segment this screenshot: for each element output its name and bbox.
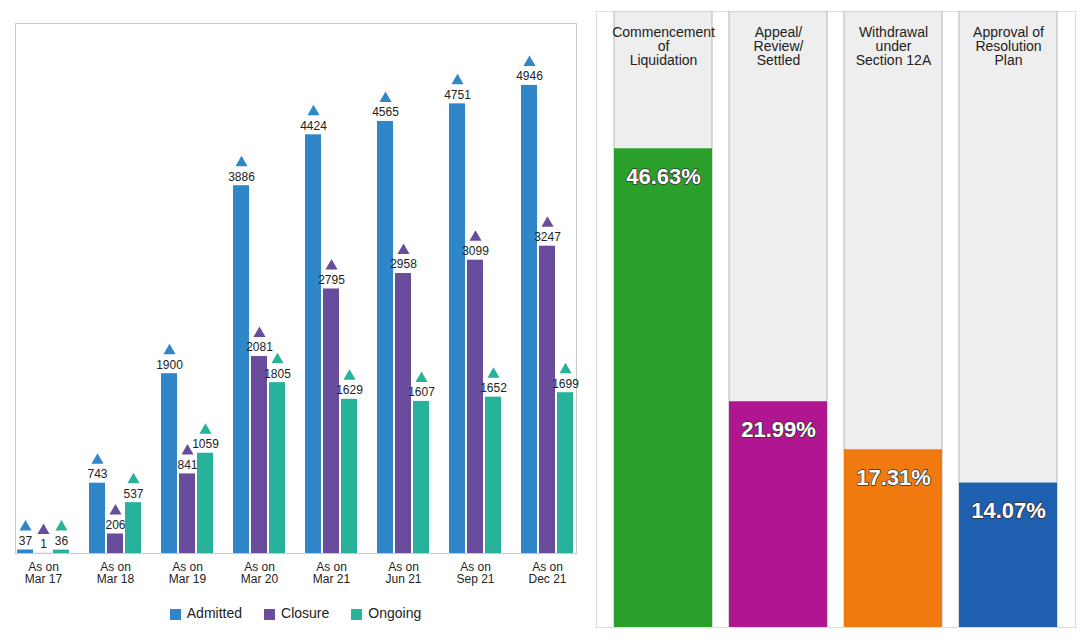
svg-text:1: 1 (40, 537, 47, 551)
svg-text:206: 206 (105, 518, 125, 532)
svg-text:As onMar 20: As onMar 20 (241, 560, 279, 586)
svg-text:46.63%: 46.63% (626, 164, 701, 189)
svg-text:3247: 3247 (534, 230, 561, 244)
svg-text:36: 36 (55, 534, 69, 548)
svg-text:CommencementofLiquidation: CommencementofLiquidation (612, 24, 715, 68)
svg-text:3886: 3886 (228, 170, 255, 184)
svg-text:4565: 4565 (372, 105, 399, 119)
svg-text:1629: 1629 (336, 383, 363, 397)
svg-text:743: 743 (87, 467, 107, 481)
svg-text:1607: 1607 (408, 385, 435, 399)
html-text:Closure: Closure (281, 605, 330, 621)
svg-text:17.31%: 17.31% (856, 465, 931, 490)
svg-text:As onMar 19: As onMar 19 (169, 560, 207, 586)
svg-text:As onMar 21: As onMar 21 (313, 560, 351, 586)
html-text:Admitted: Admitted (186, 605, 242, 621)
svg-text:21.99%: 21.99% (741, 417, 816, 442)
svg-text:As onJun 21: As onJun 21 (385, 560, 421, 586)
html-text:Ongoing: Ongoing (368, 605, 422, 621)
svg-text:2958: 2958 (390, 257, 417, 271)
svg-text:2081: 2081 (246, 340, 273, 354)
svg-text:37: 37 (19, 534, 33, 548)
svg-text:3099: 3099 (462, 244, 489, 258)
svg-text:14.07%: 14.07% (971, 498, 1046, 523)
svg-text:1699: 1699 (552, 377, 579, 391)
svg-text:As onSep 21: As onSep 21 (456, 560, 494, 586)
svg-text:4424: 4424 (300, 119, 327, 133)
svg-text:1805: 1805 (264, 367, 291, 381)
svg-text:Appeal/Review/Settled: Appeal/Review/Settled (754, 24, 804, 68)
svg-text:1059: 1059 (192, 437, 219, 451)
svg-text:As onDec 21: As onDec 21 (528, 560, 566, 586)
svg-text:As onMar 18: As onMar 18 (97, 560, 135, 586)
svg-text:Approval ofResolutionPlan: Approval ofResolutionPlan (973, 24, 1044, 68)
svg-text:1652: 1652 (480, 381, 507, 395)
svg-text:As onMar 17: As onMar 17 (25, 560, 63, 586)
svg-text:1900: 1900 (156, 358, 183, 372)
svg-text:841: 841 (177, 458, 197, 472)
svg-text:4946: 4946 (516, 69, 543, 83)
svg-text:WithdrawalunderSection 12A: WithdrawalunderSection 12A (856, 24, 932, 68)
svg-text:4751: 4751 (444, 88, 471, 102)
svg-text:537: 537 (123, 487, 143, 501)
svg-text:2795: 2795 (318, 273, 345, 287)
